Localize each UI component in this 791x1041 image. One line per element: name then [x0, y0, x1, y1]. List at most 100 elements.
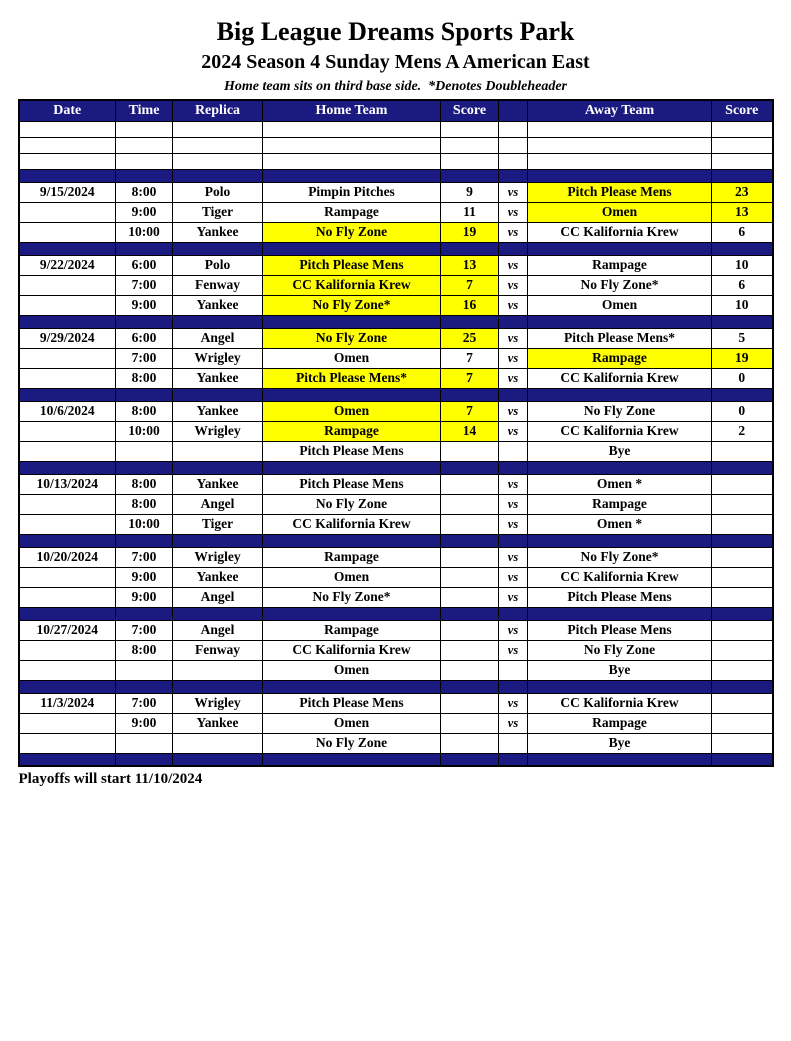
- game-row: 10/27/2024 7:00 Angel Rampage vs Pitch Please…: [18, 619, 773, 641]
- cell-time: 9:00: [115, 712, 173, 734]
- cell-date: [18, 314, 116, 329]
- cell-vs: vs: [498, 221, 528, 243]
- game-row: 7:00 Wrigley Omen 7 vs Rampage 19: [18, 347, 773, 369]
- cell-replica: [172, 168, 263, 183]
- cell-home-score: 9: [440, 181, 499, 203]
- cell-home-score: [440, 314, 499, 329]
- cell-replica: [172, 606, 263, 621]
- cell-vs: [498, 314, 528, 329]
- cell-away-team: CC Kalifornia Krew: [527, 692, 712, 714]
- cell-vs: vs: [498, 294, 528, 316]
- cell-time: [115, 679, 173, 694]
- cell-away-team: Omen *: [527, 513, 712, 535]
- cell-home-score: [440, 586, 499, 608]
- cell-away-team: Pitch Please Mens: [527, 619, 712, 641]
- cell-away-team: No Fly Zone: [527, 639, 712, 661]
- game-row: 10/6/2024 8:00 Yankee Omen 7 vs No Fly Zone 0: [18, 400, 773, 422]
- cell-vs: [498, 136, 528, 154]
- cell-replica: Wrigley: [172, 420, 263, 442]
- cell-vs: vs: [498, 400, 528, 422]
- cell-home-score: 13: [440, 254, 499, 276]
- cell-replica: Tiger: [172, 201, 263, 223]
- cell-replica: Yankee: [172, 294, 263, 316]
- cell-home-score: [440, 152, 499, 170]
- cell-date: [18, 201, 116, 223]
- col-header-away-score: Score: [711, 99, 773, 122]
- cell-replica: [172, 120, 263, 138]
- cell-replica: Wrigley: [172, 692, 263, 714]
- separator-row: [18, 168, 773, 183]
- cell-home-score: 14: [440, 420, 499, 442]
- cell-time: 8:00: [115, 639, 173, 661]
- cell-replica: [172, 314, 263, 329]
- cell-home-score: 7: [440, 274, 499, 296]
- cell-time: [115, 440, 173, 462]
- game-row: 9:00 Yankee Omen vs Rampage: [18, 712, 773, 734]
- cell-vs: vs: [498, 327, 528, 349]
- cell-home-score: [440, 752, 499, 767]
- schedule-document: Big League Dreams Sports Park 2024 Seaso…: [0, 17, 791, 1041]
- cell-replica: Yankee: [172, 221, 263, 243]
- cell-away-score: [711, 752, 773, 767]
- cell-replica: Angel: [172, 619, 263, 641]
- cell-time: 6:00: [115, 254, 173, 276]
- separator-row: [18, 314, 773, 329]
- cell-replica: Wrigley: [172, 546, 263, 568]
- cell-date: [18, 533, 116, 548]
- cell-home-team: Pitch Please Mens*: [262, 367, 441, 389]
- cell-time: 7:00: [115, 692, 173, 714]
- cell-vs: vs: [498, 201, 528, 223]
- cell-vs: [498, 533, 528, 548]
- header-row: Date Time Replica Home Team Score Away T…: [18, 99, 773, 122]
- cell-replica: Angel: [172, 586, 263, 608]
- cell-home-team: [262, 679, 441, 694]
- cell-home-team: Pimpin Pitches: [262, 181, 441, 203]
- cell-date: [18, 639, 116, 661]
- cell-home-score: [440, 712, 499, 734]
- cell-home-team: [262, 241, 441, 256]
- cell-home-team: Rampage: [262, 546, 441, 568]
- cell-away-score: [711, 586, 773, 608]
- cell-date: [18, 440, 116, 462]
- cell-replica: Polo: [172, 254, 263, 276]
- cell-replica: Polo: [172, 181, 263, 203]
- cell-away-score: [711, 692, 773, 714]
- cell-date: [18, 120, 116, 138]
- cell-time: 9:00: [115, 201, 173, 223]
- game-row: No Fly Zone Bye: [18, 732, 773, 754]
- cell-replica: Angel: [172, 493, 263, 515]
- cell-away-score: [711, 241, 773, 256]
- empty-row: [18, 136, 773, 154]
- cell-away-score: [711, 732, 773, 754]
- cell-date: [18, 152, 116, 170]
- cell-away-team: CC Kalifornia Krew: [527, 420, 712, 442]
- cell-away-score: [711, 314, 773, 329]
- cell-home-team: Pitch Please Mens: [262, 440, 441, 462]
- cell-away-team: Omen: [527, 201, 712, 223]
- cell-time: 8:00: [115, 400, 173, 422]
- cell-away-score: [711, 120, 773, 138]
- game-row: 9/29/2024 6:00 Angel No Fly Zone 25 vs Pitch P…: [18, 327, 773, 349]
- cell-time: [115, 659, 173, 681]
- game-row: 7:00 Fenway CC Kalifornia Krew 7 vs No Fly Zo…: [18, 274, 773, 296]
- separator-row: [18, 241, 773, 256]
- cell-away-score: 13: [711, 201, 773, 223]
- cell-away-team: [527, 152, 712, 170]
- cell-away-team: Omen: [527, 294, 712, 316]
- cell-date: [18, 221, 116, 243]
- cell-away-team: CC Kalifornia Krew: [527, 221, 712, 243]
- cell-replica: Tiger: [172, 513, 263, 535]
- cell-vs: [498, 659, 528, 681]
- cell-date: [18, 513, 116, 535]
- cell-home-score: [440, 533, 499, 548]
- game-row: 8:00 Angel No Fly Zone vs Rampage: [18, 493, 773, 515]
- game-row: 10:00 Wrigley Rampage 14 vs CC Kalifornia Kre…: [18, 420, 773, 442]
- cell-date: [18, 387, 116, 402]
- cell-time: [115, 606, 173, 621]
- cell-away-score: [711, 513, 773, 535]
- cell-away-team: Rampage: [527, 712, 712, 734]
- cell-replica: [172, 440, 263, 462]
- cell-time: 10:00: [115, 221, 173, 243]
- cell-home-team: Pitch Please Mens: [262, 473, 441, 495]
- cell-home-team: CC Kalifornia Krew: [262, 513, 441, 535]
